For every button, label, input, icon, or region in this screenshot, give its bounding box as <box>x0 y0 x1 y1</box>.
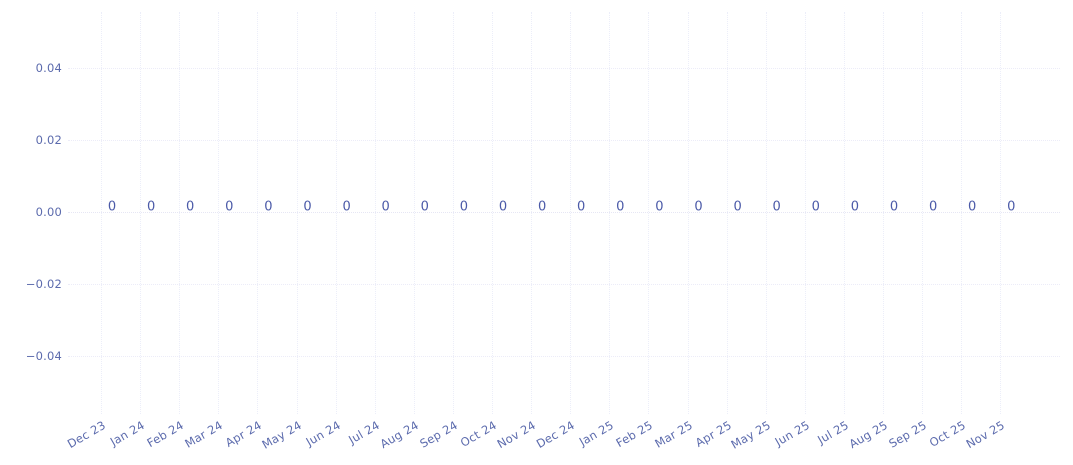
gridline-vertical <box>374 12 376 414</box>
y-axis-tick-label: −0.02 <box>25 276 62 291</box>
gridline-vertical <box>687 12 689 414</box>
gridline-vertical <box>413 12 415 414</box>
data-point-label: 0 <box>968 199 977 215</box>
gridline-vertical <box>570 12 572 414</box>
gridline-vertical <box>609 12 611 414</box>
data-point-label: 0 <box>655 199 664 215</box>
gridline-vertical <box>922 12 924 414</box>
data-point-label: 0 <box>420 199 429 215</box>
gridline-vertical <box>296 12 298 414</box>
data-point-label: 0 <box>107 199 117 215</box>
data-point-label: 0 <box>811 199 820 215</box>
data-point-label: 0 <box>303 199 312 215</box>
gridline-vertical <box>140 12 142 414</box>
gridline-vertical <box>335 12 337 414</box>
data-point-label: 0 <box>772 199 781 215</box>
gridline-horizontal <box>68 68 1060 70</box>
data-point-label: 0 <box>264 199 273 215</box>
data-point-label: 0 <box>459 199 469 215</box>
gridline-vertical <box>257 12 259 414</box>
data-point-label: 0 <box>577 199 586 215</box>
data-point-label: 0 <box>616 199 625 215</box>
data-point-label: 0 <box>928 199 938 215</box>
data-point-label: 0 <box>694 199 703 215</box>
data-point-label: 0 <box>146 199 156 215</box>
data-point-label: 0 <box>225 199 234 215</box>
gridline-vertical <box>452 12 454 414</box>
data-point-label: 0 <box>186 199 195 215</box>
data-point-label: 0 <box>381 199 390 215</box>
gridline-vertical <box>883 12 884 414</box>
gridline-vertical <box>726 12 728 414</box>
gridline-horizontal <box>68 140 1060 142</box>
gridline-vertical <box>961 12 963 414</box>
gridline-vertical <box>804 12 806 414</box>
gridline-vertical <box>179 12 181 414</box>
data-point-label: 0 <box>537 199 547 215</box>
y-axis-tick-label: 0.04 <box>35 61 62 76</box>
gridline-vertical <box>531 12 533 414</box>
gridline-vertical <box>843 12 845 414</box>
y-axis-tick-label: −0.04 <box>25 348 62 363</box>
gridline-vertical <box>492 12 493 414</box>
y-axis-tick-label: 0.02 <box>35 133 62 148</box>
gridline-horizontal <box>68 212 1060 213</box>
gridline-horizontal <box>68 355 1060 357</box>
data-point-label: 0 <box>1007 199 1016 215</box>
y-axis-tick-label: 0.00 <box>35 205 62 219</box>
gridline-vertical <box>648 12 650 414</box>
data-point-label: 0 <box>498 199 508 215</box>
gridline-vertical <box>1000 12 1002 414</box>
gridline-vertical <box>218 12 220 414</box>
data-point-label: 0 <box>733 199 742 215</box>
gridline-vertical <box>765 12 767 414</box>
gridline-horizontal <box>68 283 1060 285</box>
data-point-label: 0 <box>889 199 899 215</box>
gridline-vertical <box>101 12 102 414</box>
data-point-label: 0 <box>850 199 860 215</box>
data-point-label: 0 <box>342 199 351 215</box>
